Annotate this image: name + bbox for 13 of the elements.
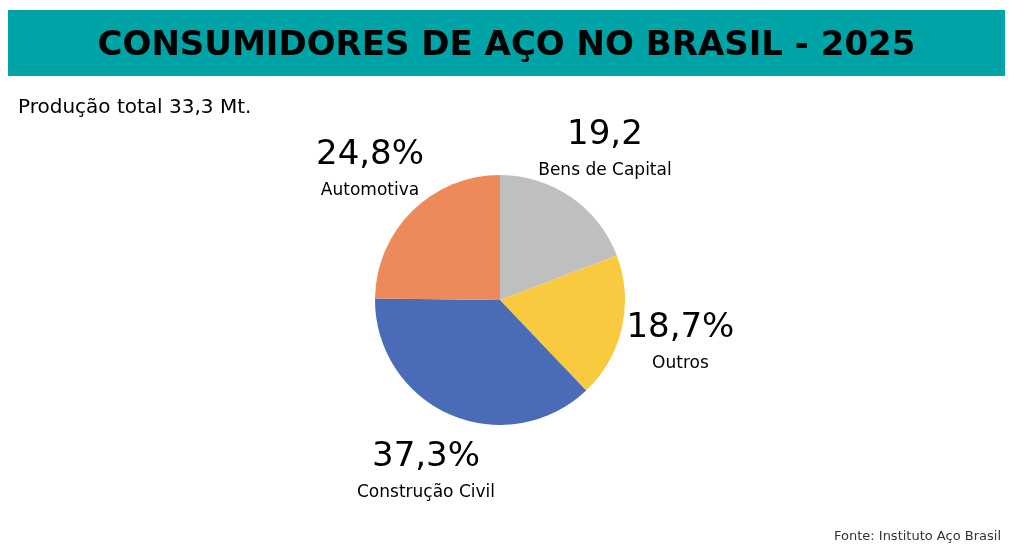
data-label: 24,8%	[316, 132, 425, 173]
slice-label: Construção Civil	[356, 480, 495, 501]
slice-label: Automotiva	[320, 179, 420, 200]
source-note: Fonte: Instituto Aço Brasil	[833, 528, 1001, 543]
pie-slice	[375, 298, 587, 425]
data-label: 19,2	[567, 111, 643, 152]
text: Produção total 33,3 Mt.	[18, 94, 252, 118]
slice-label: Bens de Capital	[538, 158, 672, 179]
slice-label: Outros	[652, 351, 709, 372]
data-label: 37,3%	[371, 433, 480, 474]
chart-title: CONSUMIDORES DE AÇO NO BRASIL - 2025	[8, 10, 1005, 76]
pie-slice	[500, 255, 625, 391]
data-label: 18,7%	[626, 304, 735, 345]
